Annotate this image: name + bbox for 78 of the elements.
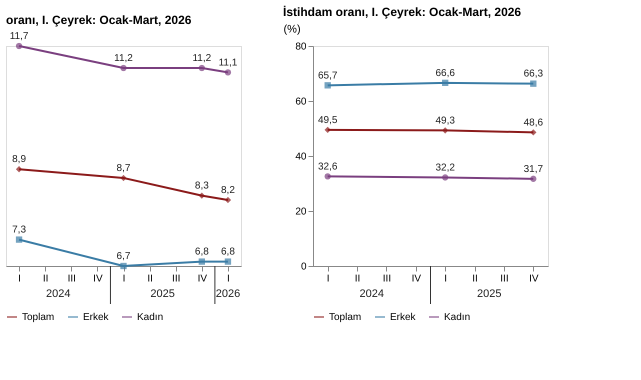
data-label: 49,3 — [435, 115, 456, 126]
point — [120, 174, 127, 182]
data-label: 65,7 — [318, 70, 338, 82]
x-tick-label: I — [18, 274, 21, 284]
x-tick-label: III — [172, 274, 180, 284]
x-tick-label: IV — [198, 274, 208, 284]
data-label: 6,8 — [220, 246, 236, 258]
point — [324, 173, 331, 180]
point — [198, 258, 205, 265]
y-tick-label: 60 — [295, 96, 307, 108]
point — [198, 64, 205, 72]
y-tick-label: 80 — [295, 42, 307, 52]
legend-label: Toplam — [329, 312, 362, 323]
point — [530, 129, 536, 136]
data-label: 11,2 — [192, 53, 212, 64]
x-tick-label: I — [122, 274, 126, 284]
data-label: 32,2 — [435, 162, 456, 174]
legend-label: Erkek — [390, 312, 417, 323]
data-label: 6,7 — [116, 251, 131, 262]
legend-label: Toplam — [22, 312, 54, 323]
data-label: 11,1 — [218, 57, 238, 68]
data-label: 49,5 — [318, 114, 338, 126]
text: 2025 — [150, 288, 175, 300]
data-label: 8,7 — [116, 163, 131, 174]
data-label: 11,2 — [114, 53, 134, 64]
point — [324, 126, 331, 134]
point — [224, 69, 232, 76]
legend-label: Kadın — [444, 312, 470, 323]
text: 2024 — [360, 288, 384, 300]
y-tick-label: 20 — [295, 206, 307, 218]
y-tick-label: 0 — [300, 262, 307, 272]
data-label: 8,2 — [220, 185, 236, 196]
point — [16, 236, 22, 243]
x-tick-label: III — [382, 274, 392, 284]
data-label: 8,3 — [194, 180, 210, 192]
chart-title: oranı, I. Çeyrek: Ocak-Mart, 2026 — [6, 13, 192, 27]
x-tick-label: II — [147, 274, 153, 284]
x-tick-label: II — [42, 274, 48, 284]
data-label: 31,7 — [524, 164, 544, 175]
x-tick-label: IV — [529, 274, 539, 284]
chart-title: İstihdam oranı, I. Çeyrek: Ocak-Mart, 2026 — [283, 5, 522, 19]
data-label: 6,8 — [194, 246, 210, 258]
data-label: 32,6 — [318, 161, 338, 172]
x-tick-label: II — [354, 274, 360, 284]
point — [442, 127, 448, 134]
y-axis-title: (%) — [284, 24, 301, 36]
point — [120, 64, 127, 72]
point — [16, 42, 22, 50]
point — [224, 196, 232, 204]
point — [530, 80, 536, 87]
x-tick-label: I — [444, 274, 448, 284]
point — [16, 166, 22, 172]
text: 2024 — [46, 288, 70, 300]
legend-label: Erkek — [83, 312, 110, 323]
x-tick-label: III — [500, 274, 509, 284]
data-label: 11,7 — [10, 31, 29, 42]
x-tick-label: II — [472, 274, 478, 284]
point — [198, 192, 205, 199]
text: 2026 — [216, 288, 240, 300]
point — [442, 80, 448, 86]
x-tick-label: III — [68, 274, 76, 284]
legend-label: Kadın — [137, 312, 164, 323]
x-tick-label: IV — [93, 274, 103, 284]
point — [442, 174, 448, 181]
y-tick-label: 40 — [295, 152, 307, 162]
data-label: 66,6 — [435, 68, 456, 79]
text: 2025 — [477, 288, 502, 300]
x-tick-label: I — [227, 274, 230, 284]
data-label: 8,9 — [12, 154, 26, 166]
data-label: 66,3 — [524, 68, 544, 80]
point — [324, 82, 331, 88]
point — [530, 176, 536, 182]
data-label: 48,6 — [524, 117, 544, 128]
x-tick-label: I — [326, 274, 330, 284]
point — [120, 262, 127, 270]
point — [224, 258, 232, 265]
data-label: 7,3 — [12, 224, 26, 236]
x-tick-label: IV — [412, 274, 422, 284]
